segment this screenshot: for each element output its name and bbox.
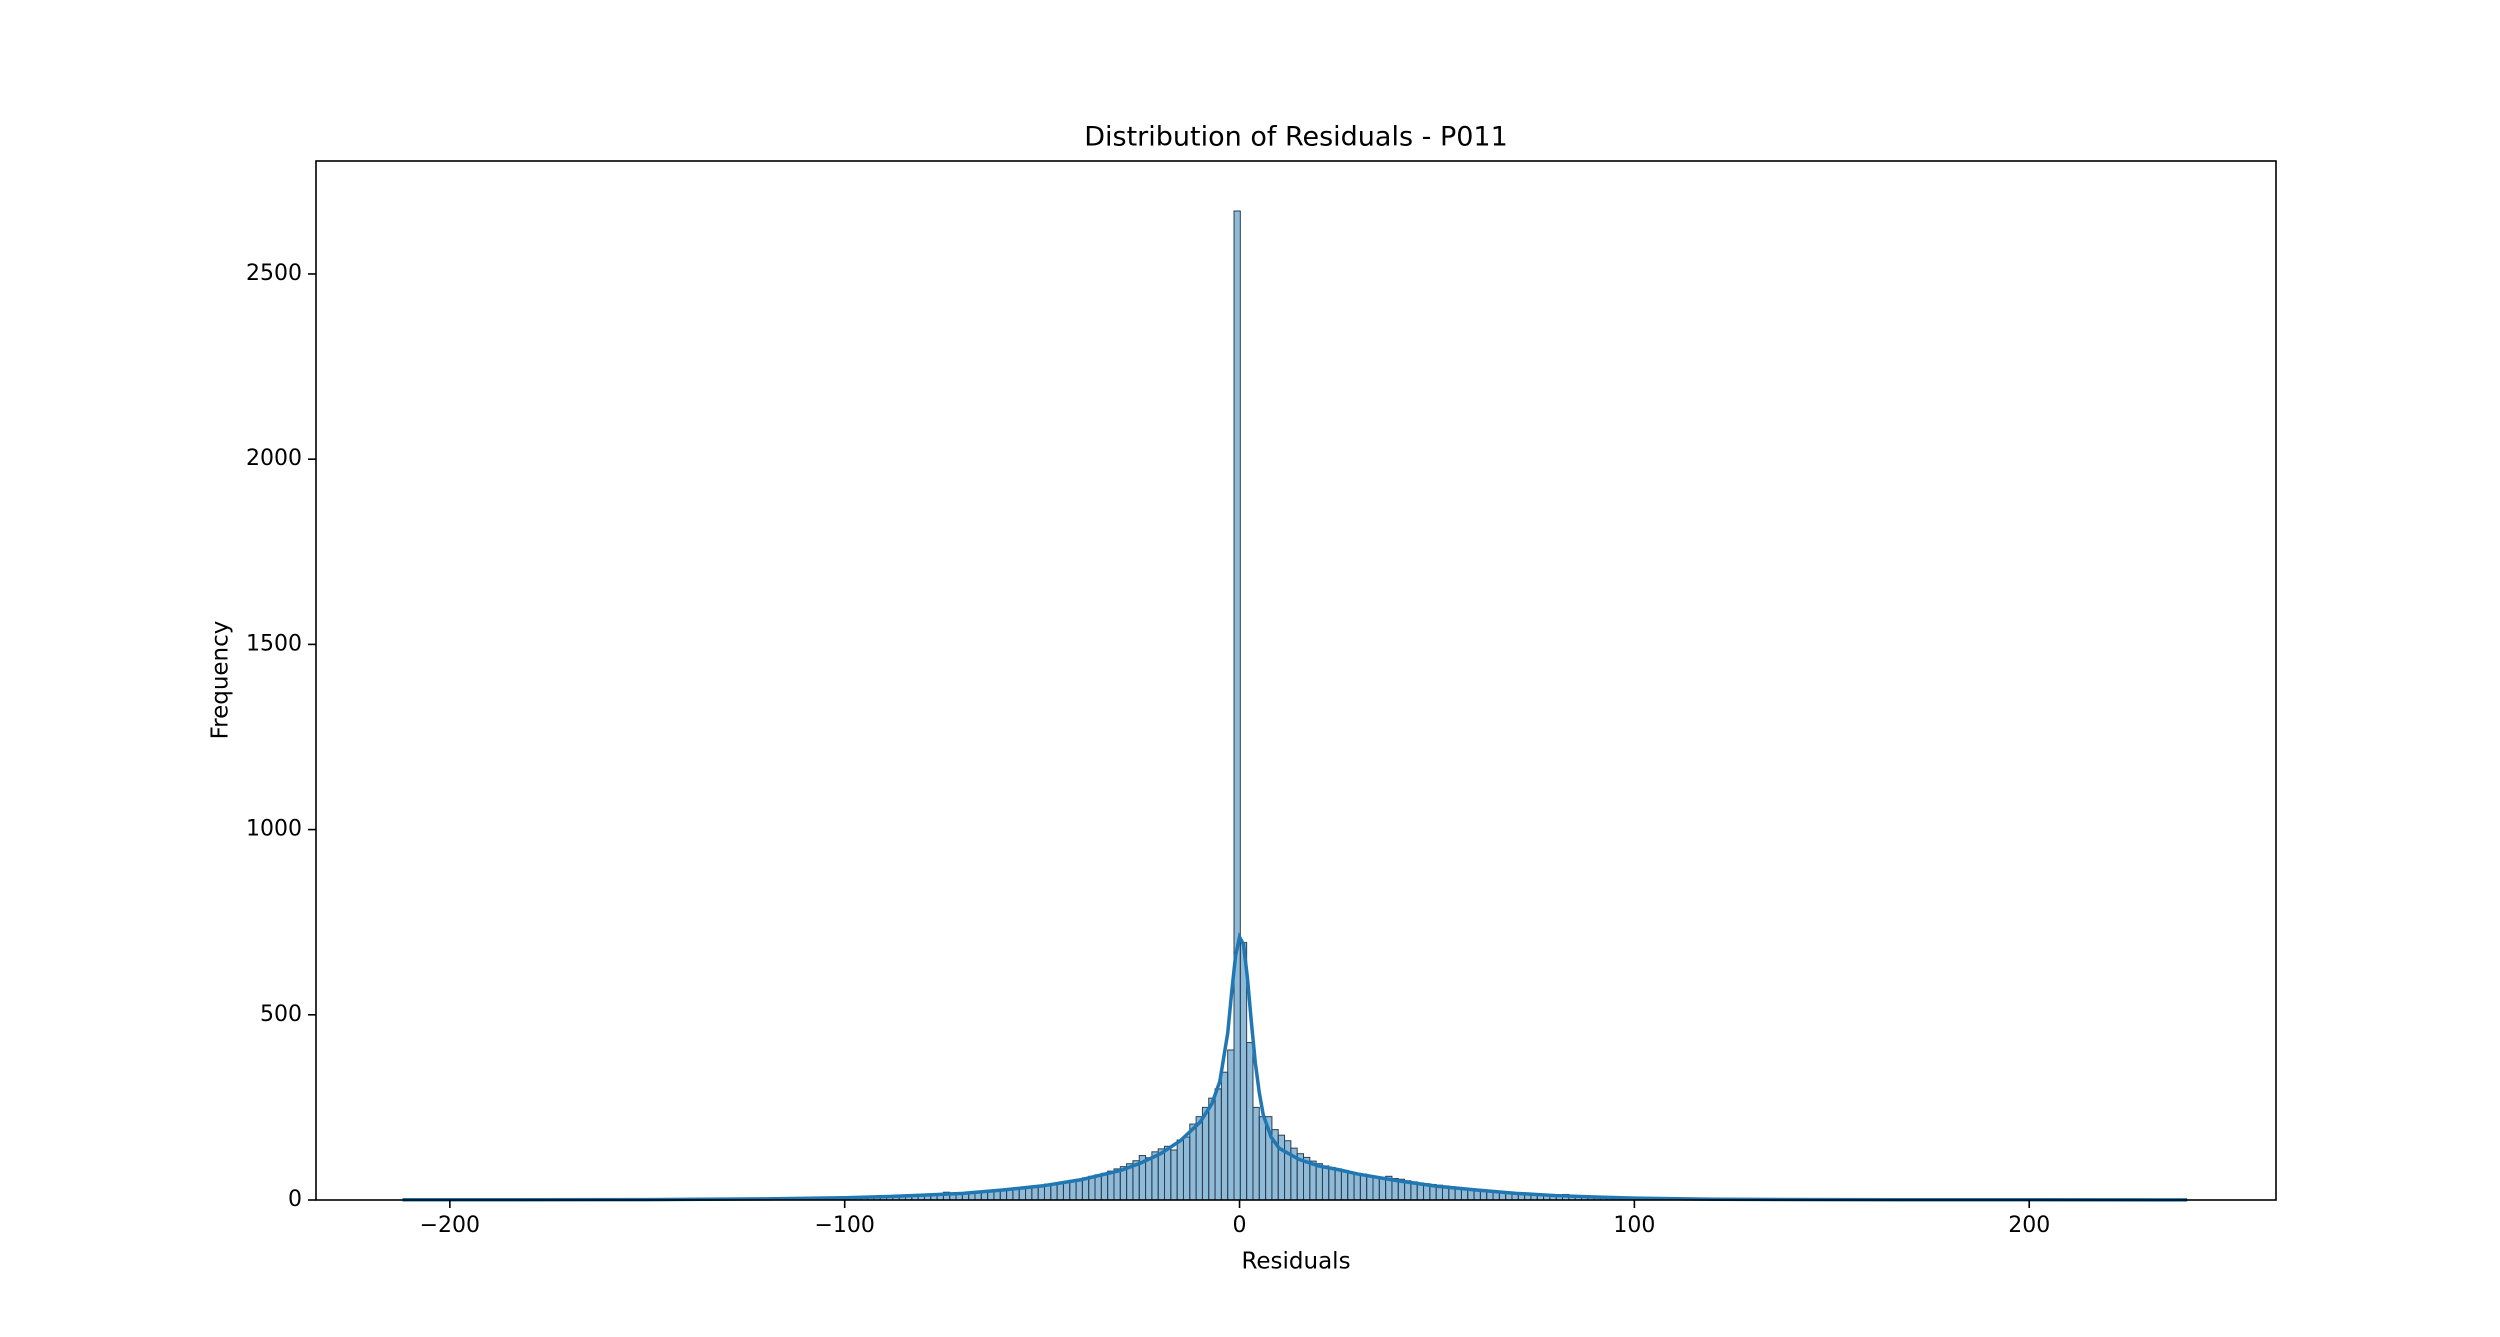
bar xyxy=(1310,1161,1316,1200)
bar xyxy=(1341,1170,1347,1200)
bar xyxy=(1089,1176,1095,1200)
bar xyxy=(1101,1173,1107,1200)
bar xyxy=(1146,1158,1152,1200)
bar xyxy=(1057,1183,1063,1200)
bar xyxy=(1070,1180,1076,1200)
bar xyxy=(1202,1107,1208,1200)
bar xyxy=(1190,1124,1196,1200)
bar xyxy=(1183,1137,1189,1200)
y-tick-label: 500 xyxy=(260,1002,302,1027)
bar xyxy=(1316,1164,1322,1200)
x-axis-label: Residuals xyxy=(1241,1249,1350,1275)
bar xyxy=(1335,1169,1341,1200)
bar xyxy=(1367,1176,1373,1200)
y-tick-label: 2500 xyxy=(246,261,302,286)
bar xyxy=(1158,1149,1164,1200)
bar xyxy=(1360,1174,1366,1200)
plot-frame xyxy=(316,161,2276,1200)
bar xyxy=(1240,943,1246,1200)
bar xyxy=(1209,1098,1215,1200)
bar xyxy=(1379,1177,1385,1200)
bar xyxy=(1076,1179,1082,1200)
y-tick-label: 1000 xyxy=(246,817,302,842)
bar xyxy=(1247,1043,1253,1200)
y-tick-label: 1500 xyxy=(246,631,302,656)
x-tick-label: 100 xyxy=(1613,1213,1655,1238)
bar xyxy=(1108,1171,1114,1200)
bar xyxy=(1373,1177,1379,1200)
bar xyxy=(1171,1150,1177,1200)
bar xyxy=(1278,1135,1284,1200)
y-axis-label: Frequency xyxy=(208,621,234,740)
bar xyxy=(1348,1172,1354,1200)
bar xyxy=(1228,1050,1234,1200)
bar xyxy=(1354,1173,1360,1200)
bar xyxy=(1196,1117,1202,1200)
x-tick-label: 0 xyxy=(1233,1213,1247,1238)
bar xyxy=(1253,1107,1259,1200)
chart-title: Distribution of Residuals - P011 xyxy=(1084,122,1508,153)
bar xyxy=(1329,1167,1335,1200)
bar xyxy=(1215,1089,1221,1200)
bar xyxy=(1082,1178,1088,1200)
bar xyxy=(1095,1175,1101,1200)
x-tick-label: −100 xyxy=(814,1213,874,1238)
bar xyxy=(1051,1184,1057,1200)
bar xyxy=(1063,1182,1069,1200)
x-tick-label: 200 xyxy=(2008,1213,2050,1238)
bar xyxy=(1165,1146,1171,1200)
bar xyxy=(1285,1141,1291,1200)
bar xyxy=(1322,1166,1328,1200)
bar xyxy=(1221,1072,1227,1200)
y-tick-label: 0 xyxy=(288,1187,302,1212)
bar xyxy=(1177,1140,1183,1200)
y-tick-label: 2000 xyxy=(246,446,302,471)
x-tick-label: −200 xyxy=(420,1213,480,1238)
bar xyxy=(1234,211,1240,1200)
bar xyxy=(1259,1117,1265,1200)
